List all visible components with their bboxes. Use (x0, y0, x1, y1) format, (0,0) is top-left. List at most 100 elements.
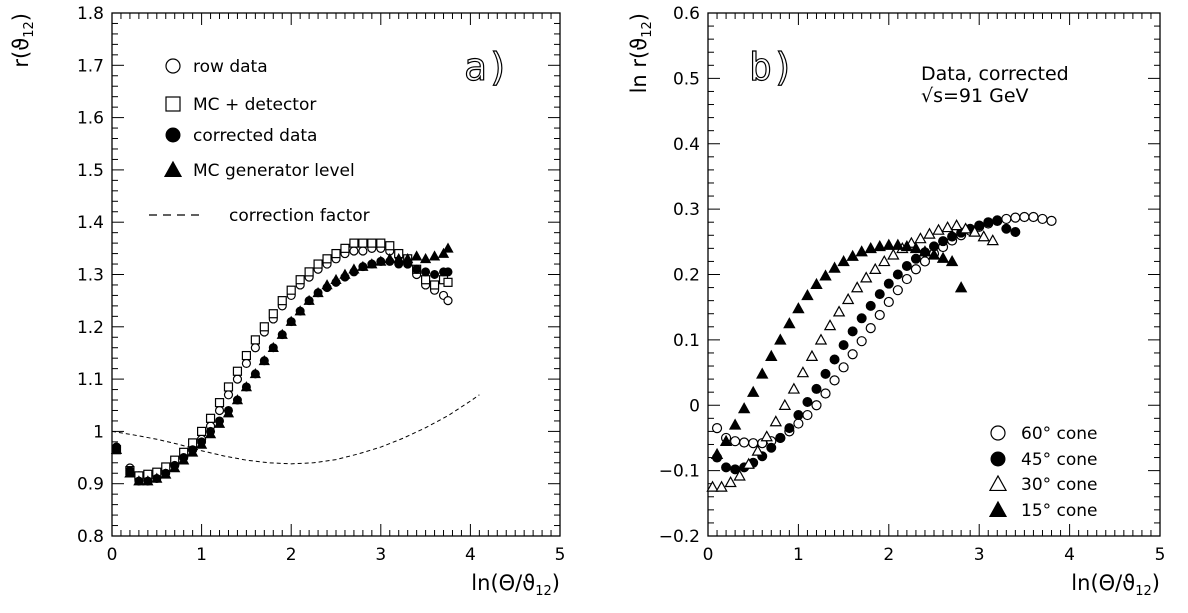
data-point (213, 417, 226, 428)
data-point (706, 480, 719, 492)
x-axis-label-a: ln(Θ/ϑ12) (471, 571, 560, 599)
data-point (428, 250, 441, 261)
data-point (892, 285, 903, 296)
data-point (983, 217, 994, 228)
data-point (864, 241, 877, 254)
data-point (739, 437, 750, 448)
x-tick-label: 3 (974, 545, 985, 565)
panel-tag-a: a) (464, 45, 510, 89)
y-tick-label: 0 (689, 396, 700, 416)
data-point (312, 286, 324, 298)
data-point (774, 333, 787, 345)
y-tick-label: 0.2 (673, 266, 700, 286)
data-point (787, 382, 801, 394)
data-point (241, 350, 251, 361)
series-30-cone (706, 219, 999, 492)
data-point (846, 249, 859, 261)
y-tick-label: 1.1 (77, 370, 104, 390)
legend-b: 60° cone 45° cone 30° cone 15° cone (988, 424, 1098, 521)
data-point (811, 400, 822, 411)
data-point (205, 413, 216, 423)
y-tick-label: 0.1 (673, 331, 700, 351)
data-point (232, 374, 243, 384)
legend-a: row data MC + detector corrected data MC ge… (149, 57, 370, 226)
y-tick-label: −0.2 (659, 527, 700, 547)
data-point (828, 261, 841, 273)
data-point (887, 248, 900, 260)
data-point (223, 390, 234, 400)
y-tick-label: 1.4 (77, 213, 104, 233)
data-point (151, 472, 163, 483)
data-point (814, 333, 828, 345)
data-point (838, 340, 849, 351)
data-point (142, 475, 154, 486)
data-point (883, 278, 894, 289)
series-row-data (111, 243, 453, 481)
data-point (187, 446, 199, 457)
legend-label-corrected-data: corrected data (193, 126, 317, 146)
data-point (891, 238, 905, 250)
data-point (268, 309, 278, 319)
data-point (421, 267, 431, 277)
data-point (711, 423, 723, 434)
data-point (869, 262, 882, 275)
data-point (748, 438, 759, 449)
data-point (968, 225, 981, 237)
data-point (258, 354, 270, 366)
data-point (721, 462, 732, 473)
y-tick-label: 0.6 (673, 4, 700, 24)
data-point (267, 341, 279, 352)
y-tick-label: 1.6 (77, 109, 104, 129)
data-point (784, 423, 795, 434)
data-point (133, 475, 145, 486)
data-point (769, 415, 782, 427)
data-point (1001, 223, 1012, 234)
data-point (728, 418, 742, 430)
correction-factor-curve (111, 394, 480, 465)
data-point (442, 242, 454, 253)
panel-a: 0 1 2 3 4 5 0.8 0.9 1 1.1 1.2 1.3 1.4 1.5 1.6 1.7 1.8 ro… (9, 4, 565, 599)
data-point (747, 385, 760, 397)
data-point (954, 281, 968, 293)
data-point (277, 296, 287, 306)
data-marks-a (110, 238, 480, 486)
data-point (910, 264, 922, 275)
data-point (882, 238, 895, 250)
data-point (756, 367, 769, 379)
data-point (823, 319, 837, 331)
data-point (793, 418, 804, 429)
y-tick-label: 1.5 (77, 161, 104, 181)
series-corrected-data (111, 256, 453, 486)
y-tick-label: 1.3 (77, 266, 104, 286)
legend-swatch (990, 425, 1006, 441)
data-point (856, 336, 867, 347)
data-point (950, 219, 963, 231)
data-point (223, 382, 234, 392)
data-point (856, 313, 867, 324)
data-point (914, 232, 927, 244)
y-tick-label: 0.3 (673, 200, 700, 220)
data-point (385, 241, 395, 251)
data-point (865, 300, 876, 311)
data-point (936, 251, 950, 263)
data-point (796, 366, 810, 378)
data-point (1010, 212, 1021, 223)
data-point (733, 469, 746, 481)
data-point (1010, 227, 1021, 238)
y-axis-label-b: ln r(ϑ12) (627, 13, 655, 93)
data-point (860, 271, 873, 283)
data-point (901, 261, 912, 272)
data-point (900, 239, 914, 252)
data-point (855, 245, 868, 257)
data-point (941, 221, 954, 233)
data-point (366, 258, 378, 269)
data-point (715, 480, 728, 492)
series-mc-generator-level (110, 242, 454, 486)
data-point (847, 326, 858, 337)
data-point (737, 402, 751, 414)
data-point (986, 234, 999, 246)
legend-label-30-cone: 30° cone (1021, 475, 1098, 495)
y-tick-label: 0.9 (77, 475, 104, 495)
data-point (304, 267, 314, 277)
